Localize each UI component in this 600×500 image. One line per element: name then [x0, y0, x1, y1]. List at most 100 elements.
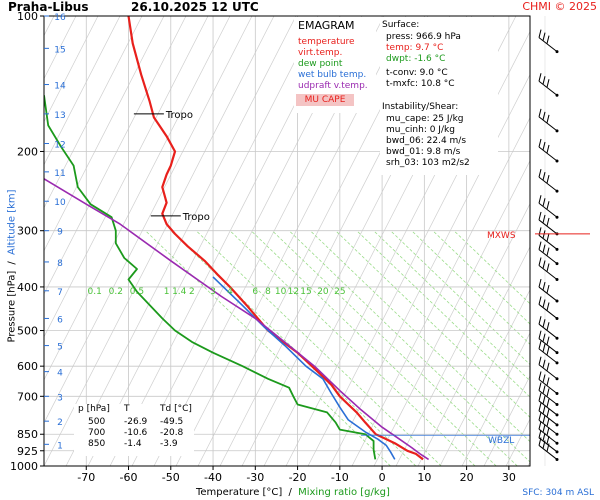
mixing-ratio-line	[309, 230, 530, 443]
mixing-ratio-label: 1.4	[172, 287, 187, 297]
wind-barb	[538, 392, 559, 417]
mixing-ratio-line	[288, 230, 530, 463]
info-line: bwd_06: 22.4 m/s	[386, 136, 467, 146]
wind-barb	[538, 29, 559, 54]
mixing-ratio-line	[170, 230, 417, 466]
adiabat-line	[550, 16, 600, 466]
x-tick-label: -40	[204, 471, 222, 484]
wind-barb	[538, 138, 559, 163]
mixing-ratio-label: 10	[275, 287, 287, 297]
table-cell: 500	[88, 417, 106, 427]
series-line-udpraft-v-temp-	[44, 178, 430, 461]
wbzl-label: WBZL	[488, 436, 514, 446]
y-axis-pressure-label: Pressure [hPa]	[6, 270, 18, 343]
legend-item: temperature	[298, 37, 355, 47]
x-tick-label: 30	[502, 471, 516, 484]
altitude-tick-label: 1	[57, 441, 63, 451]
x-tick-label: 10	[417, 471, 431, 484]
info-line: bwd_01: 9.8 m/s	[386, 147, 461, 157]
table-cell: -20.8	[160, 428, 184, 438]
adiabat-line	[461, 332, 530, 466]
wind-barb	[538, 316, 559, 340]
datetime-title: 26.10.2025 12 UTC	[131, 0, 259, 14]
table-header: p [hPa]	[78, 404, 110, 414]
altitude-tick-label: 12	[54, 140, 65, 150]
wind-barb	[538, 278, 559, 303]
mixing-ratio-label: 15	[300, 287, 311, 297]
table-header: T	[124, 404, 130, 414]
mixing-ratio-label: 1	[164, 287, 170, 297]
mixing-ratio-label: 0.5	[130, 287, 144, 297]
info-line: temp: 9.7 °C	[386, 43, 444, 53]
adiabat-line	[395, 203, 530, 466]
mixing-ratio-line	[411, 230, 530, 345]
y-tick-label: 500	[17, 325, 38, 338]
wind-barb	[538, 412, 559, 436]
table-cell: -49.5	[160, 417, 184, 427]
y-tick-label: 600	[17, 360, 38, 373]
altitude-tick-label: 3	[57, 393, 63, 403]
adiabat-line	[44, 16, 121, 166]
mixing-ratio-label: 6	[252, 287, 258, 297]
adiabat-line	[572, 16, 600, 466]
y-tick-label: 1000	[10, 460, 38, 473]
adiabat-line	[527, 461, 530, 466]
wind-barb	[538, 340, 559, 365]
adiabat-line	[329, 73, 530, 466]
altitude-tick-label: 8	[57, 259, 63, 269]
mixing-ratio-label: 2	[189, 287, 195, 297]
y-tick-label: 200	[17, 145, 38, 158]
table-cell: -26.9	[124, 417, 148, 427]
adiabat-line	[44, 16, 275, 466]
wind-barb	[538, 437, 559, 461]
table-cell: -10.6	[124, 428, 148, 438]
series-line-dew-point	[44, 95, 377, 460]
info-line: dwpt: -1.6 °C	[386, 54, 446, 64]
adiabat-line	[44, 16, 165, 252]
adiabat-line	[44, 16, 209, 338]
altitude-tick-label: 10	[54, 198, 66, 208]
adiabat-line	[44, 16, 253, 424]
table-cell: -3.9	[160, 439, 178, 449]
surface-title: Surface:	[382, 20, 420, 30]
mixing-ratio-line	[145, 230, 391, 466]
mixing-ratio-line	[229, 230, 476, 466]
x-axis-mix-label: Mixing ratio [g/kg]	[298, 487, 390, 498]
wind-barb	[538, 257, 559, 281]
legend-title: EMAGRAM	[298, 19, 355, 32]
altitude-tick-label: 9	[57, 228, 63, 238]
adiabat-line	[483, 375, 530, 466]
y-axis-sep: /	[6, 261, 18, 265]
x-tick-label: -10	[331, 471, 349, 484]
altitude-tick-label: 15	[54, 45, 65, 55]
x-tick-label: 0	[379, 471, 386, 484]
y-axis-title: Pressure [hPa] / Altitude [km]	[6, 189, 18, 343]
legend-item: dew point	[298, 59, 343, 69]
adiabat-line	[307, 30, 530, 466]
instab-title: Instability/Shear:	[382, 102, 459, 112]
mixing-ratio-label: 8	[265, 287, 271, 297]
info-line: srh_03: 103 m2/s2	[386, 158, 470, 168]
wind-barb	[538, 371, 559, 395]
altitude-tick-label: 14	[54, 82, 66, 92]
x-tick-label: -70	[77, 471, 95, 484]
mixing-ratio-label: 25	[334, 287, 345, 297]
y-tick-label: 850	[17, 428, 38, 441]
altitude-tick-label: 7	[57, 288, 63, 298]
plot-frame	[43, 15, 531, 467]
mixing-ratio-line	[271, 230, 518, 466]
legend-item: wet bulb temp.	[298, 70, 367, 80]
wind-barb	[538, 73, 559, 97]
x-tick-label: -50	[162, 471, 180, 484]
mixing-ratio-line	[250, 230, 497, 466]
altitude-tick-label: 4	[57, 369, 63, 379]
adiabat-line	[87, 16, 319, 466]
info-panel: Surface: press: 966.9 hPa temp: 9.7 °C dwp…	[380, 17, 498, 175]
adiabat-line	[439, 289, 530, 466]
y-tick-label: 700	[17, 390, 38, 403]
table-header: Td [°C]	[160, 404, 192, 414]
adiabat-line	[373, 160, 530, 466]
wind-barb	[538, 421, 559, 445]
wind-barb	[538, 241, 559, 266]
